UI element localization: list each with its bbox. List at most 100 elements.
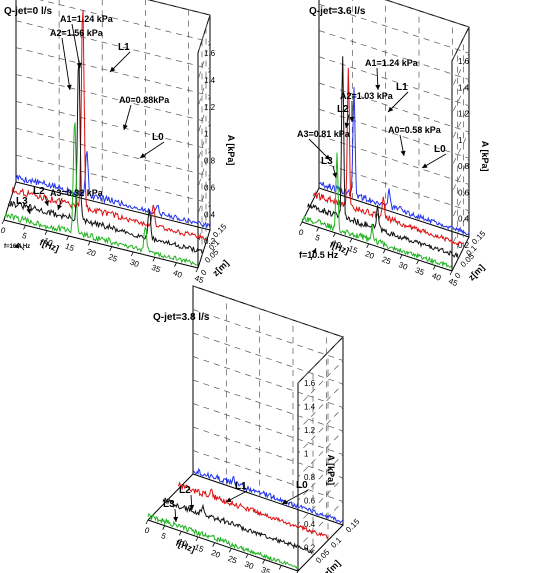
annotation-label: A2=1.03 kPa <box>340 91 394 101</box>
annotation-arrowhead <box>332 172 338 178</box>
x-tick <box>130 251 134 257</box>
z-tick-label: 0.05 <box>314 547 332 565</box>
x-tick-label: 15 <box>347 244 359 256</box>
x-axis-title: f[Hz] <box>174 538 196 555</box>
annotation-label: A0=0.58 kPa <box>388 125 442 135</box>
series-line-l3 <box>318 87 470 235</box>
annotation-label: L0 <box>152 132 164 143</box>
annotation-label: L0 <box>296 480 308 491</box>
z-tick-label: 0.15 <box>344 517 362 535</box>
x-tick <box>366 243 370 248</box>
chart-title: Q-jet=3.8 l/s <box>153 312 210 323</box>
x-tick <box>109 246 113 251</box>
x-tick-label: 10 <box>177 537 189 549</box>
x-tick-label: 45 <box>447 277 459 289</box>
y-tick-label: 1.6 <box>458 57 470 66</box>
annotation-label: L2 <box>179 485 191 496</box>
x-tick <box>162 525 166 530</box>
annotation-arrowhead <box>226 497 232 502</box>
x-tick <box>44 230 48 235</box>
annotation-arrowhead <box>311 248 317 254</box>
chart-title: Q-jet=0 l/s <box>4 6 53 17</box>
annotation-arrowhead <box>66 84 72 90</box>
y-tick-label: 0.2 <box>204 237 216 246</box>
y-tick-label: 0.4 <box>304 520 316 529</box>
series-line-l1 <box>307 56 459 258</box>
x-tick <box>262 559 266 564</box>
grid-line <box>15 20 211 107</box>
annotation-arrowhead <box>344 122 350 128</box>
annotation-label: L2 <box>337 104 349 115</box>
x-tick <box>228 548 232 553</box>
x-tick <box>296 570 299 573</box>
annotation-arrow <box>17 242 25 251</box>
y-tick-label: 0.8 <box>204 157 216 166</box>
annotation-label: A2=1.56 kPa <box>50 28 104 38</box>
x-tick-label: 30 <box>243 560 255 572</box>
x-axis-title: f[Hz] <box>38 237 60 254</box>
annotation-label: L3 <box>163 499 175 510</box>
annotation-arrow <box>61 37 71 91</box>
y-tick-label: 0.4 <box>458 215 470 224</box>
grid-line <box>192 285 344 384</box>
x-tick-label: 35 <box>260 565 272 573</box>
z-axis-title: z[m] <box>322 558 342 573</box>
x-tick-label: 35 <box>150 263 162 275</box>
x-tick-label: 40 <box>277 571 289 573</box>
series-line-l3 <box>192 467 344 524</box>
x-tick <box>299 221 303 227</box>
annotation-arrowhead <box>422 163 428 168</box>
x-tick-label: 10 <box>42 236 54 248</box>
y-tick-label: 1.6 <box>304 379 316 388</box>
y-tick-label: 0.2 <box>458 241 470 250</box>
grid-line <box>318 108 470 193</box>
annotation-label: L1 <box>235 481 247 492</box>
x-tick-label: 15 <box>193 543 205 555</box>
grid-line <box>15 47 211 134</box>
y-tick-label: 1 <box>458 136 463 145</box>
grid-line <box>318 56 470 140</box>
y-axis-title: A [kPa] <box>480 141 490 172</box>
series-line-l1 <box>162 497 314 555</box>
grid-line <box>385 0 470 62</box>
x-tick <box>332 232 336 238</box>
annotation-label: f=16.4 Hz <box>4 244 30 250</box>
panel-2: 0.20.40.60.811.21.41.6A [kPa]05101520253… <box>297 0 490 288</box>
annotation-arrow <box>71 23 81 69</box>
x-tick <box>174 262 177 267</box>
grid-line <box>318 135 470 219</box>
annotation-arrowhead <box>349 117 355 122</box>
x-tick-label: 40 <box>172 268 184 280</box>
x-tick <box>245 553 249 559</box>
annotation-label: L3 <box>16 196 28 207</box>
grid-line <box>318 161 470 245</box>
grid-line <box>39 0 211 80</box>
panel-3: 0.2 0.4 0.6 0.8 1 1.2 1.4 1.6 A [kPa] 05 10 15 20 25 3… <box>143 285 362 573</box>
y-tick-label: 1.6 <box>204 49 216 58</box>
z-tick-label: 0 <box>199 268 209 278</box>
chart-title: Q-jet=3.6 l/s <box>309 6 366 17</box>
annotation-label: A1=1.24 kPa <box>365 58 419 68</box>
x-tick <box>23 225 26 230</box>
y-tick-label: 0.6 <box>304 497 316 506</box>
annotation-arrowhead <box>189 504 195 510</box>
z-tick-label: 0.15 <box>211 222 229 240</box>
f-axis-line <box>3 219 199 269</box>
x-tick-label: 20 <box>364 249 376 261</box>
x-tick-label: 5 <box>21 231 29 241</box>
grid-line <box>192 332 344 431</box>
annotation-arrowhead <box>57 204 62 210</box>
grid-line <box>318 82 470 167</box>
panel-1: 0.2 0.4 0.6 0.8 1 1.2 1.4 1.6 A [kPa] 0 5 10 15 20 25 3… <box>0 0 236 285</box>
x-tick <box>432 265 436 270</box>
annotation-label: A1=1.24 kPa <box>60 14 114 24</box>
annotation-arrowhead <box>375 84 381 90</box>
y-tick-label: 1.2 <box>458 110 470 119</box>
z-axis-line <box>147 473 194 521</box>
annotation-label: A0=0.88kPa <box>119 95 170 105</box>
annotation-arrowhead <box>388 106 394 112</box>
y-tick-label: 1 <box>304 450 309 459</box>
annotation-arrowhead <box>324 154 330 160</box>
x-tick <box>278 565 282 570</box>
annotation-arrowhead <box>400 150 406 156</box>
